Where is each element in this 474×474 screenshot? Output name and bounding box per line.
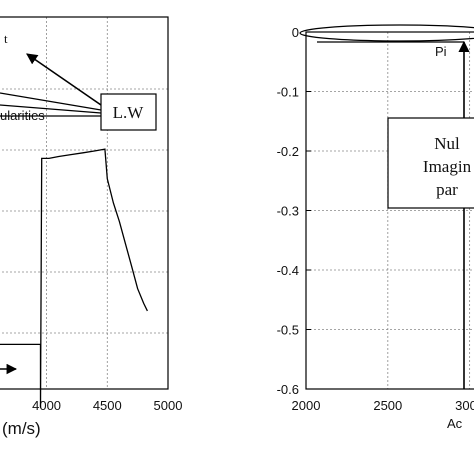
right-annotation-pi: Pi (435, 44, 447, 59)
right-annotation-box (387, 117, 474, 209)
left-annotation-t: t (4, 31, 8, 46)
left-x-tick-labels: 4000 4500 5000 (32, 398, 182, 413)
right-plot-frame (305, 31, 474, 390)
right-x-tick-label: 3000 (455, 398, 474, 413)
right-y-tick-label: 0 (292, 25, 299, 40)
right-annotation-line-2: Imagin (423, 157, 472, 176)
left-arrow-line-3 (0, 104, 102, 114)
left-arrow-to-top (26, 53, 102, 106)
left-annotation-lw: L.W (113, 103, 145, 122)
right-y-tick-label: -0.6 (277, 382, 299, 397)
right-chart: 0 -0.1 -0.2 -0.3 -0.4 -0.5 -0.6 2000 2500 3000 P… (277, 24, 474, 431)
left-plot-frame (0, 16, 169, 390)
right-x-tick-labels: 2000 2500 3000 (292, 398, 474, 413)
right-x-tick-label: 2000 (292, 398, 321, 413)
left-x-axis-title: (m/s) (2, 419, 41, 438)
right-x-axis-title: Ac (447, 416, 463, 431)
right-annotation-line-1: Nul (434, 134, 460, 153)
left-annotation-box (100, 93, 157, 131)
left-series-line (0, 148, 148, 408)
right-y-tick-labels: 0 -0.1 -0.2 -0.3 -0.4 -0.5 -0.6 (277, 25, 299, 397)
right-y-tick-label: -0.2 (277, 144, 299, 159)
right-y-tick-label: -0.1 (277, 85, 299, 100)
right-y-tick-label: -0.4 (277, 263, 299, 278)
right-y-tick-label: -0.3 (277, 204, 299, 219)
right-grid (305, 31, 474, 390)
right-y-tick-label: -0.5 (277, 323, 299, 338)
left-arrow-line-2 (0, 92, 102, 111)
left-x-tick-label: 5000 (154, 398, 183, 413)
left-x-tick-label: 4500 (93, 398, 122, 413)
left-x-tick-label: 4000 (32, 398, 61, 413)
left-grid (0, 17, 169, 389)
right-x-tick-label: 2500 (373, 398, 402, 413)
left-chart: 4000 4500 5000 L.W t ularities (m/s) (0, 16, 182, 438)
right-annotation-line-3: par (436, 180, 458, 199)
right-ellipse-marker (299, 24, 474, 42)
